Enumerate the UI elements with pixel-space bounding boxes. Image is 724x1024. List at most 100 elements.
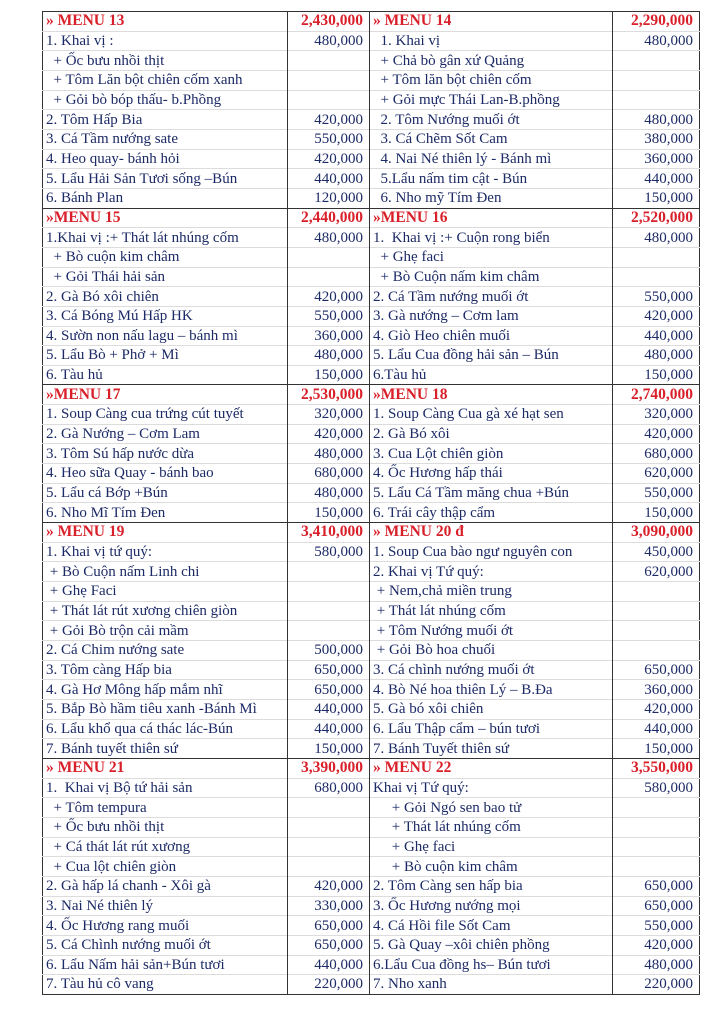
dish-name: 5. Lẩu cá Bớp +Bún (42, 482, 288, 503)
menu-title: » MENU 20 đ (369, 522, 613, 543)
menu-item-row: 2. Gà hấp lá chanh - Xôi gà 420,000 2. Tôm… (42, 875, 700, 897)
dish-price: 680,000 (287, 777, 370, 798)
dish-name: 3. Ốc Hương nướng mọi (369, 895, 613, 916)
dish-name: 4. Heo sữa Quay - bánh bao (42, 463, 288, 484)
dish-price: 420,000 (287, 875, 370, 897)
dish-name: 7. Nho xanh (369, 974, 613, 995)
dish-price: 500,000 (287, 640, 370, 661)
dish-name: 2. Tôm Nướng muối ớt (369, 109, 613, 130)
dish-price: 440,000 (612, 325, 700, 346)
dish-name: 2. Gà hấp lá chanh - Xôi gà (42, 875, 288, 897)
dish-name: + Gỏi Ngó sen bao tử (369, 797, 613, 818)
menu-header-row: » MENU 13 2,430,000» MENU 14 2,290,000 (42, 11, 700, 32)
dish-name: 3. Tôm càng Hấp bia (42, 659, 288, 680)
dish-price: 480,000 (287, 443, 370, 464)
dish-name: 5. Gà Quay –xôi chiên phồng (369, 934, 613, 955)
dish-price: 360,000 (612, 679, 700, 700)
dish-name: + Thát lát nhúng cốm (369, 600, 613, 621)
menu-title: »MENU 17 (42, 384, 288, 405)
dish-name: 1. Soup Càng cua trứng cút tuyết (42, 404, 288, 425)
dish-name: 5. Bắp Bò hầm tiêu xanh -Bánh Mì (42, 698, 288, 720)
dish-name: 6. Lẩu khổ qua cá thác lác-Bún (42, 718, 288, 739)
dish-price: 420,000 (287, 109, 370, 130)
menu-item-row: 2. Gà Bó xôi chiên 420,000 2. Cá Tầm nướng… (42, 286, 700, 307)
menu-item-row: 1. Khai vị Bộ tứ hải sản 680,000 Khai vị T… (42, 777, 700, 798)
dish-price: 480,000 (612, 109, 700, 130)
dish-price: 150,000 (612, 187, 700, 209)
menu-item-row: 1. Khai vị :480,000 1. Khai vị 480,000 (42, 30, 700, 51)
dish-price: 440,000 (287, 168, 370, 189)
dish-price (612, 640, 700, 661)
menu-item-row: 4. Gà Hơ Mông hấp mắm nhĩ 650,000 4. Bò Né… (42, 679, 700, 700)
menu-total-price: 2,440,000 (287, 207, 370, 228)
dish-name: 6. Nho mỹ Tím Đen (369, 187, 613, 209)
dish-name: 5.Lẩu nấm tim cật - Bún (369, 168, 613, 189)
dish-name: 2. Gà Nướng – Cơm Lam (42, 423, 288, 444)
dish-price: 440,000 (287, 954, 370, 975)
dish-price: 320,000 (287, 404, 370, 425)
menu-item-row: 1.Khai vị :+ Thát lát nhúng cốm 480,000 1.… (42, 227, 700, 248)
menu-item-row: + Cá thát lát rút xương + Ghẹ faci (42, 836, 700, 857)
dish-price: 450,000 (612, 541, 700, 562)
dish-price: 480,000 (612, 227, 700, 248)
menu-item-row: 1. Khai vị tứ quý: 580,000 1. Soup Cua bào… (42, 541, 700, 562)
dish-name: 5. Cá Chình nướng muối ớt (42, 934, 288, 955)
dish-price: 480,000 (612, 954, 700, 975)
dish-name: + Tôm lăn bột chiên cốm (369, 69, 613, 91)
dish-name: 3. Cá Bóng Mú Hấp HK (42, 305, 288, 326)
dish-name: 4. Nai Né thiên lý - Bánh mì (369, 148, 613, 169)
dish-name: 3. Cá chình nướng muối ớt (369, 659, 613, 680)
menu-item-row: + Tôm Lăn bột chiên cốm xanh + Tôm lăn b… (42, 69, 700, 91)
menu-item-row: 6. Lẩu Nấm hải sản+Bún tươi 440,000 6.Lẩu … (42, 954, 700, 975)
dish-name: + Ghẹ faci (369, 836, 613, 857)
menu-item-row: 7. Tàu hủ cô vang 220,000 7. Nho xanh 220,0… (42, 974, 700, 995)
menu-item-row: + Bò cuộn kim châm + Ghẹ faci (42, 246, 700, 268)
menu-total-price: 2,530,000 (287, 384, 370, 405)
dish-price (612, 50, 700, 71)
dish-name: + Gỏi bò bóp thấu- b.Phồng (42, 89, 288, 110)
menu-item-row: 6. Nho Mĩ Tím Đen 150,000 6. Trái cây thập… (42, 502, 700, 523)
dish-name: + Cá thát lát rút xương (42, 836, 288, 857)
dish-price (287, 89, 370, 110)
menu-item-row: 7. Bánh tuyết thiên sứ 150,000 7. Bánh Tuy… (42, 738, 700, 759)
dish-price: 650,000 (287, 915, 370, 936)
dish-name: + Thát lát rút xương chiên giòn (42, 600, 288, 621)
dish-name: + Gỏi Thái hải sản (42, 266, 288, 287)
dish-price: 420,000 (287, 423, 370, 444)
menu-total-price: 2,520,000 (612, 207, 700, 228)
dish-name: 6. Tàu hủ (42, 364, 288, 385)
dish-name: 1. Khai vị : (42, 30, 288, 51)
menu-total-price: 3,090,000 (612, 522, 700, 543)
menu-item-row: + Ốc bưu nhồi thịt + Chả bò gân xứ Quảng (42, 50, 700, 71)
dish-price: 150,000 (287, 364, 370, 385)
dish-price (612, 600, 700, 621)
dish-price: 650,000 (287, 679, 370, 700)
dish-name: 4. Cá Hồi file Sốt Cam (369, 915, 613, 936)
dish-price: 420,000 (612, 423, 700, 444)
menu-item-row: 5. Lẩu Bò + Phở + Mì 480,000 5. Lẩu Cua đồ… (42, 345, 700, 366)
dish-name: 4. Bò Né hoa thiên Lý – B.Đa (369, 679, 613, 700)
dish-name: 2. Cá Chim nướng sate (42, 640, 288, 661)
dish-price: 220,000 (612, 974, 700, 995)
menu-total-price: 3,390,000 (287, 757, 370, 779)
dish-price (612, 69, 700, 91)
menu-item-row: + Ốc bưu nhồi thịt + Thát lát nhúng cốm (42, 816, 700, 838)
dish-name: 5. Lẩu Cua đồng hải sản – Bún (369, 345, 613, 366)
menu-item-row: + Thát lát rút xương chiên giòn + Thát l… (42, 600, 700, 621)
dish-price (287, 246, 370, 268)
menu-item-row: 1. Soup Càng cua trứng cút tuyết 320,000 1… (42, 404, 700, 425)
menu-item-row: 6. Bánh Plan 120,000 6. Nho mỹ Tím Đen 150… (42, 187, 700, 209)
dish-price (287, 581, 370, 602)
dish-name: 5. Gà bó xôi chiên (369, 698, 613, 720)
dish-price: 480,000 (287, 482, 370, 503)
dish-name: + Ốc bưu nhồi thịt (42, 816, 288, 838)
menu-item-row: + Cua lột chiên giòn + Bò cuộn kim châm (42, 856, 700, 877)
dish-price: 620,000 (612, 463, 700, 484)
menu-item-row: 2. Tôm Hấp Bia 420,000 2. Tôm Nướng muối … (42, 109, 700, 130)
dish-name: 3. Cá Tầm nướng sate (42, 128, 288, 150)
dish-price: 150,000 (612, 502, 700, 523)
dish-name: 2. Khai vị Tứ quý: (369, 561, 613, 582)
dish-name: 3. Cá Chẽm Sốt Cam (369, 128, 613, 150)
dish-name: + Ghẹ Faci (42, 581, 288, 602)
menu-title: » MENU 21 (42, 757, 288, 779)
